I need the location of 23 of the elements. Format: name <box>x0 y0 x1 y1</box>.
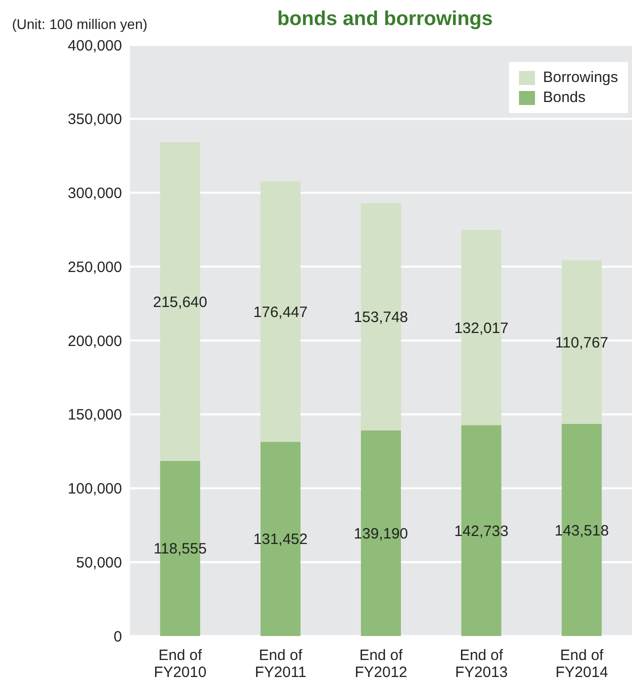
y-axis-title: (Unit: 100 million yen) <box>12 16 148 32</box>
y-tick-label: 0 <box>114 628 122 646</box>
x-tick-label: End of FY2010 <box>154 647 206 681</box>
x-tick-label: End of FY2012 <box>354 647 408 681</box>
data-label: 110,767 <box>555 334 608 352</box>
data-label: 132,017 <box>454 320 508 337</box>
chart-title: bonds and borrowings <box>277 8 493 30</box>
y-tick-label: 200,000 <box>68 332 122 350</box>
data-label: 215,640 <box>153 294 208 311</box>
y-tick-label: 150,000 <box>68 406 122 424</box>
x-tick-label: End of FY2013 <box>455 647 508 681</box>
x-tick-label: End of FY2011 <box>254 647 306 681</box>
y-tick-label: 400,000 <box>68 37 122 54</box>
y-tick-label: 300,000 <box>68 185 122 202</box>
y-tick-label: 250,000 <box>68 258 122 276</box>
legend-label: Borrowings <box>542 69 618 86</box>
y-tick-label: 350,000 <box>68 111 122 128</box>
data-label: 176,447 <box>253 304 308 321</box>
data-label: 153,748 <box>354 309 408 326</box>
legend-label: Bonds <box>542 89 587 106</box>
x-tick-label: End of FY2014 <box>556 647 608 681</box>
y-tick-label: 100,000 <box>68 480 122 498</box>
y-tick-label: 50,000 <box>76 554 122 572</box>
